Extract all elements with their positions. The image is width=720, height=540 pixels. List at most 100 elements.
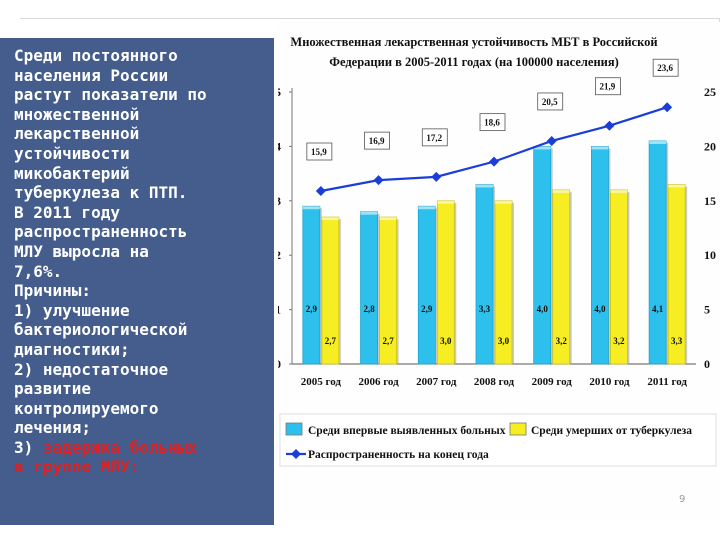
text-line-part: устойчивости — [14, 143, 130, 163]
bar-top-highlight — [552, 189, 570, 193]
line-point-marker — [546, 135, 557, 146]
bar-value-label: 2,9 — [421, 304, 433, 314]
text-line: Причины: — [14, 281, 270, 301]
text-line-part: населения России — [14, 65, 169, 85]
line-value-label: 15,9 — [311, 147, 327, 157]
line-value-label: 17,2 — [426, 133, 442, 143]
y-left-tick-label: 4 — [278, 139, 281, 153]
text-line-part: В 2011 году — [14, 202, 120, 222]
bar-value-label: 2,7 — [325, 336, 337, 346]
text-line: лекарственной — [14, 124, 270, 144]
x-tick-label: 2010 год — [589, 376, 630, 388]
y-right-tick-label: 10 — [704, 248, 716, 262]
text-line-part: МЛУ выросла на — [14, 241, 149, 261]
bar-value-label: 4,0 — [537, 304, 549, 314]
text-line-part: диагностики; — [14, 339, 130, 359]
line-value-label: 20,5 — [542, 97, 558, 107]
text-line: 1) улучшение — [14, 301, 270, 321]
y-right-tick-label: 25 — [704, 85, 716, 99]
text-line: 7,6%. — [14, 262, 270, 282]
line-point-marker — [489, 156, 499, 167]
text-line: туберкулеза к ПТП. — [14, 183, 270, 203]
bar-top-highlight — [610, 189, 628, 193]
text-line-part: лекарственной — [14, 124, 140, 144]
y-left-tick-label: 1 — [278, 303, 281, 317]
text-line-part: Среди постоянного — [14, 46, 178, 65]
bar — [648, 140, 667, 365]
text-line-part: развитие — [14, 379, 92, 399]
x-tick-label: 2005 год — [301, 376, 342, 388]
text-line: распространенность — [14, 222, 270, 242]
line-point-marker — [431, 171, 442, 182]
bar-top-highlight — [360, 211, 378, 215]
text-line-part: Причины: — [14, 281, 92, 301]
text-line: 3) задержка больных — [14, 438, 270, 458]
line-value-label: 21,9 — [600, 82, 616, 92]
x-tick-label: 2006 год — [358, 376, 399, 388]
left-text-panel — [0, 38, 274, 525]
x-tick-label: 2008 год — [474, 376, 515, 388]
bar-value-label: 3,3 — [479, 304, 491, 314]
line-value-label: 18,6 — [484, 118, 500, 128]
text-line-part: множественной — [14, 104, 140, 124]
y-left-tick-label: 2 — [278, 248, 281, 262]
bar — [360, 211, 378, 365]
text-line-part: растут показатели по — [14, 85, 207, 105]
text-line: устойчивости — [14, 144, 270, 164]
bar-value-label: 4,1 — [652, 304, 664, 314]
bar-top-highlight — [418, 206, 436, 210]
legend-label: Распространенность на конец года — [308, 449, 489, 461]
text-line-part: в группе МЛУ: — [14, 457, 140, 477]
line-point-marker — [604, 120, 615, 131]
bar — [417, 205, 436, 365]
bar — [591, 146, 609, 365]
bar-top-highlight — [495, 200, 512, 204]
text-line-part: 3) — [14, 437, 43, 457]
bar-value-label: 3,0 — [498, 336, 510, 346]
bar-value-label: 2,9 — [306, 304, 318, 314]
bar-value-label: 3,2 — [613, 336, 625, 346]
bar-value-label: 3,2 — [556, 336, 568, 346]
text-line-part: 7,6%. — [14, 261, 63, 281]
text-line: диагностики; — [14, 340, 270, 360]
text-line: микобактерий — [14, 164, 270, 184]
chart-title-line: Федерации в 2005-2011 годах (на 100000 н… — [329, 55, 619, 69]
text-line: Среди постоянного — [14, 46, 270, 66]
line-point-marker — [662, 102, 673, 113]
line-value-box — [479, 113, 506, 132]
line-value-label: 16,9 — [369, 136, 385, 146]
text-line-part: туберкулеза к ПТП. — [14, 183, 188, 203]
legend-box — [279, 413, 717, 467]
bar-top-highlight — [476, 184, 493, 188]
chart-title-line: Множественная лекарственная устойчивость… — [290, 35, 657, 49]
bar-value-label: 2,8 — [363, 304, 375, 314]
bar-value-label: 3,3 — [671, 336, 683, 346]
text-line: растут показатели по — [14, 85, 270, 105]
line-value-box — [364, 131, 390, 150]
y-left-tick-label: 5 — [278, 85, 281, 99]
slide-top-border — [20, 18, 720, 19]
text-line-part-highlight: задержка больных — [42, 437, 198, 457]
bar — [302, 205, 321, 365]
bar-value-label: 3,0 — [440, 336, 452, 346]
line-value-box — [306, 142, 333, 161]
y-right-tick-label: 15 — [704, 194, 716, 208]
text-line: В 2011 году — [14, 203, 270, 223]
page-number: 9 — [679, 494, 686, 505]
text-line: в группе МЛУ: — [14, 457, 270, 477]
line-value-box — [595, 77, 621, 96]
y-right-tick-label: 20 — [704, 139, 716, 153]
text-line-part: бактериологической — [14, 320, 188, 340]
legend-swatch — [285, 422, 303, 436]
text-line-part: распространенность — [14, 222, 188, 242]
mdr-tb-chart: Множественная лекарственная устойчивость… — [278, 22, 720, 520]
legend-label: Среди умерших от туберкулеза — [531, 425, 692, 437]
y-left-tick-label: 3 — [278, 194, 281, 208]
line-point-marker — [315, 186, 326, 197]
bar-value-label: 2,7 — [382, 336, 394, 346]
bar-top-highlight — [591, 146, 609, 150]
text-line-part: 1) улучшение — [14, 300, 130, 320]
y-left-tick-label: 0 — [278, 357, 281, 371]
text-line: 2) недостаточное — [14, 360, 270, 380]
